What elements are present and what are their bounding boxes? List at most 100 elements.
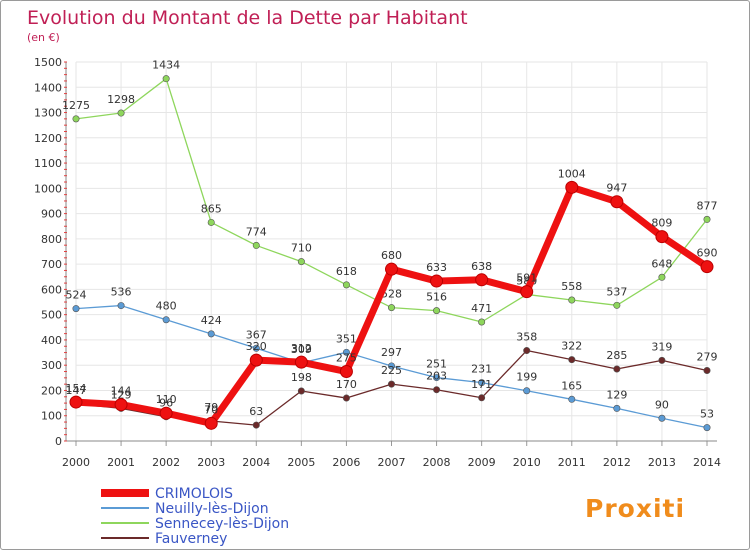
data-point xyxy=(114,398,128,412)
data-label: 528 xyxy=(381,288,402,301)
data-point xyxy=(478,394,486,402)
data-label: 154 xyxy=(66,382,87,395)
y-tick-label: 200 xyxy=(41,384,62,397)
y-tick-label: 500 xyxy=(41,309,62,322)
data-label: 165 xyxy=(561,379,582,392)
y-tick-label: 0 xyxy=(55,435,62,448)
y-tick-label: 1000 xyxy=(34,182,62,195)
data-point xyxy=(700,260,714,274)
legend-label: Sennecey-lès-Dijon xyxy=(155,516,289,532)
data-label: 199 xyxy=(516,371,537,384)
data-point xyxy=(297,258,305,266)
series-neuilly-l-s-dijon: 524 536 480 424 367 309 351 297 251 231 199 165 129 9… xyxy=(66,286,714,432)
data-point xyxy=(658,273,666,281)
data-point xyxy=(478,318,486,326)
data-point xyxy=(162,316,170,324)
data-point xyxy=(478,379,486,387)
data-point xyxy=(159,406,173,420)
data-label: 110 xyxy=(156,393,177,406)
data-label: 424 xyxy=(201,314,222,327)
data-label: 591 xyxy=(516,272,537,285)
data-label: 516 xyxy=(426,291,447,304)
data-point xyxy=(207,330,215,338)
data-label: 865 xyxy=(201,202,222,215)
y-tick-label: 100 xyxy=(41,410,62,423)
x-tick-label: 2003 xyxy=(197,456,225,469)
data-point xyxy=(339,365,353,379)
data-point xyxy=(69,395,83,409)
axes: 0 100 200 300 400 500 600 700 800 900 1000 1100 1200… xyxy=(34,56,721,469)
data-point xyxy=(568,296,576,304)
data-label: 129 xyxy=(111,388,132,401)
y-tick-label: 600 xyxy=(41,283,62,296)
data-label: 480 xyxy=(156,300,177,313)
y-tick-label: 1200 xyxy=(34,132,62,145)
data-point xyxy=(162,75,170,83)
legend: CRIMOLOISNeuilly-lès-DijonSennecey-lès-D… xyxy=(101,486,289,547)
series-fauverney: 147 129 96 79 63 198 170 225 203 171 358 322 285 319 2… xyxy=(66,331,718,429)
data-point xyxy=(523,347,531,355)
x-tick-label: 2009 xyxy=(468,456,496,469)
x-tick-label: 2014 xyxy=(693,456,721,469)
data-point xyxy=(430,274,444,288)
data-label: 690 xyxy=(697,247,718,260)
data-label: 225 xyxy=(381,364,402,377)
data-point xyxy=(523,387,531,395)
x-tick-label: 2002 xyxy=(152,456,180,469)
data-point xyxy=(703,424,711,432)
y-tick-label: 900 xyxy=(41,208,62,221)
data-label: 297 xyxy=(381,346,402,359)
legend-label: CRIMOLOIS xyxy=(155,486,233,502)
chart-title: Evolution du Montant de la Dette par Hab… xyxy=(27,7,468,29)
x-tick-label: 2005 xyxy=(287,456,315,469)
y-tick-label: 1100 xyxy=(34,157,62,170)
y-tick-label: 1300 xyxy=(34,107,62,120)
data-label: 285 xyxy=(606,349,627,362)
data-point xyxy=(703,367,711,375)
data-point xyxy=(252,241,260,249)
legend-label: Fauverney xyxy=(155,531,227,547)
data-point xyxy=(387,362,395,370)
data-label: 638 xyxy=(471,260,492,273)
data-label: 147 xyxy=(66,384,87,397)
y-tick-label: 800 xyxy=(41,233,62,246)
data-point xyxy=(385,262,398,276)
data-label: 1434 xyxy=(152,59,180,72)
data-point xyxy=(387,304,395,312)
x-tick-label: 2001 xyxy=(107,456,135,469)
data-label: 171 xyxy=(471,378,492,391)
data-label: 319 xyxy=(651,340,672,353)
data-point xyxy=(613,365,621,373)
data-point xyxy=(433,307,441,315)
data-label: 351 xyxy=(336,332,357,345)
x-tick-label: 2008 xyxy=(423,456,451,469)
data-point xyxy=(387,380,395,388)
data-label: 358 xyxy=(516,331,537,344)
data-point xyxy=(433,374,441,382)
data-point xyxy=(520,285,534,299)
y-tick-label: 400 xyxy=(41,334,62,347)
data-label: 170 xyxy=(336,378,357,391)
y-tick-label: 700 xyxy=(41,258,62,271)
legend-item: Sennecey-lès-Dijon xyxy=(101,516,289,532)
data-point xyxy=(658,356,666,364)
data-label: 1275 xyxy=(62,99,90,112)
data-label: 79 xyxy=(204,401,218,414)
data-point xyxy=(204,416,218,430)
data-label: 322 xyxy=(561,340,582,353)
data-label: 96 xyxy=(159,397,173,410)
data-label: 367 xyxy=(246,328,267,341)
data-label: 70 xyxy=(204,403,218,416)
data-point xyxy=(297,387,305,395)
data-label: 710 xyxy=(291,242,312,255)
data-label: 633 xyxy=(426,261,447,274)
data-label: 53 xyxy=(700,408,714,421)
data-point xyxy=(613,404,621,412)
data-point xyxy=(117,302,125,310)
data-label: 536 xyxy=(111,286,132,299)
legend-item: CRIMOLOIS xyxy=(101,486,233,502)
data-label: 203 xyxy=(426,370,447,383)
